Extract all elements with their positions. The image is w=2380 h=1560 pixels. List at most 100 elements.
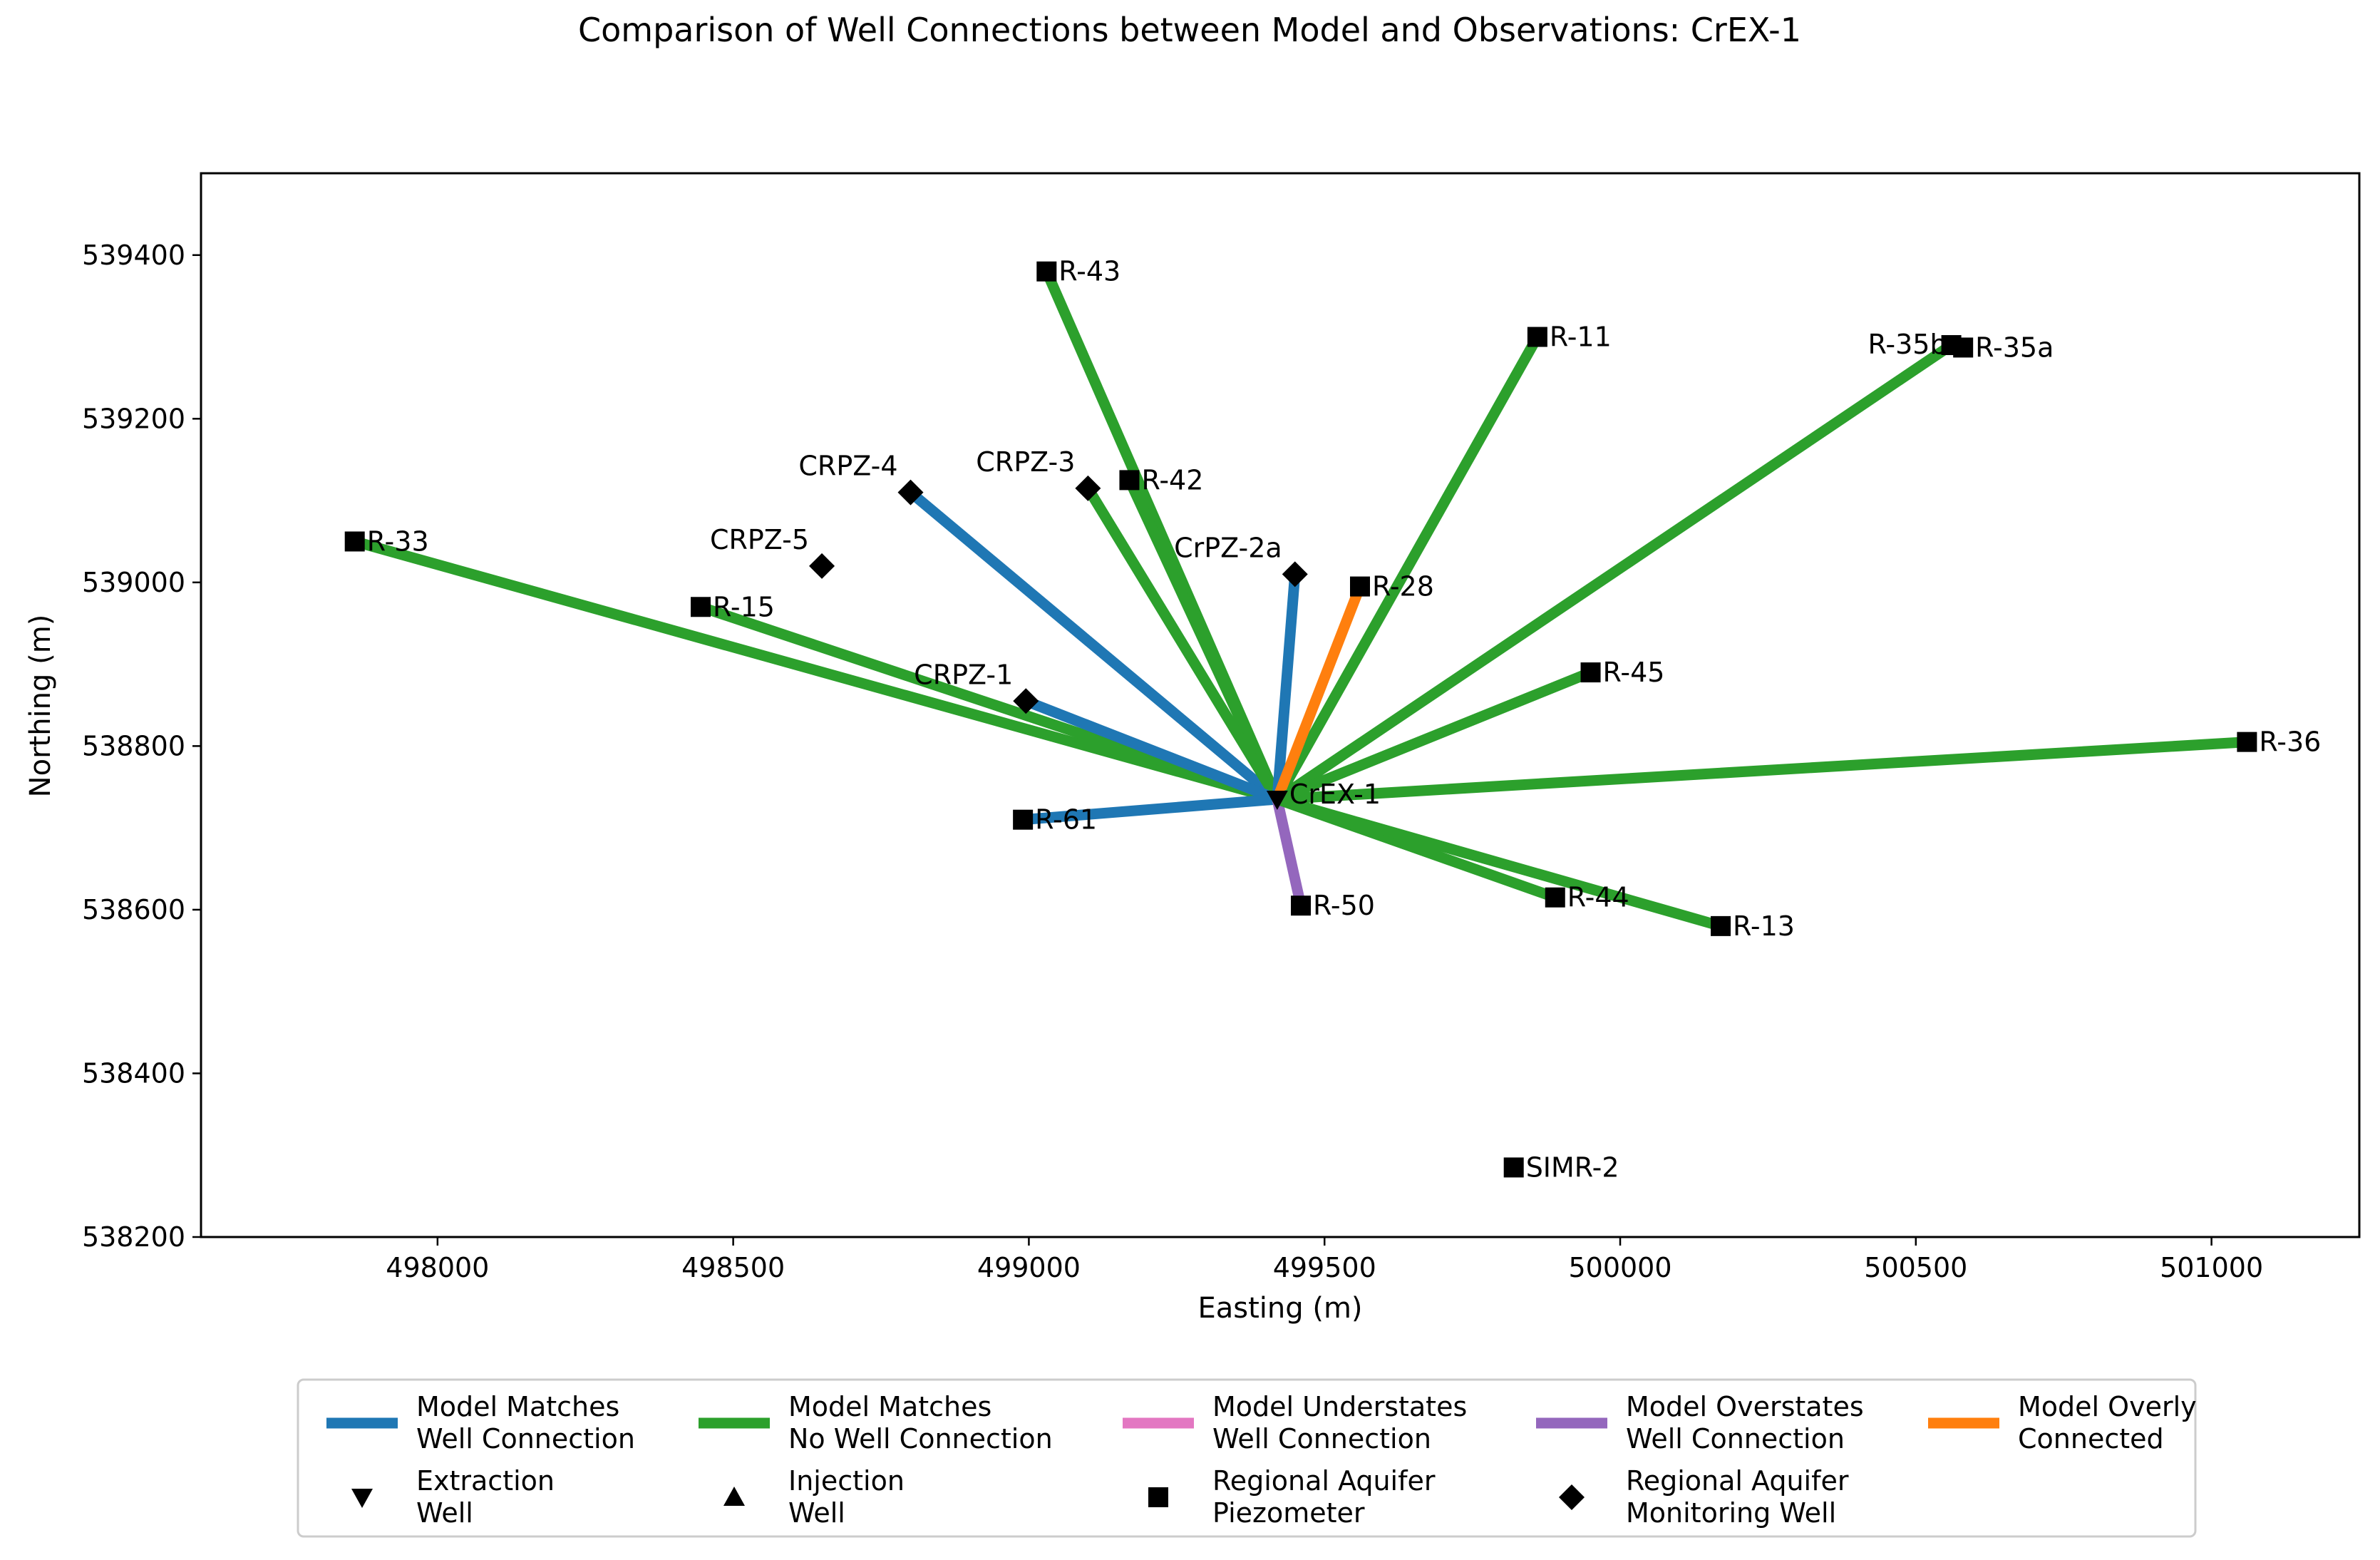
well-label-r-11: R-11 <box>1550 322 1612 353</box>
well-label-r-35b: R-35b <box>1868 329 1947 360</box>
well-marker-r-33 <box>344 531 365 552</box>
well-label-r-15: R-15 <box>713 591 775 622</box>
legend-label-line1: Regional Aquifer <box>1626 1465 1849 1497</box>
legend-label-line2: Well <box>788 1497 845 1529</box>
well-marker-r-13 <box>1711 915 1731 936</box>
legend-label-line2: Connected <box>2018 1423 2164 1454</box>
well-label-r-36: R-36 <box>2259 727 2321 758</box>
well-label-r-35a: R-35a <box>1975 332 2054 363</box>
well-marker-r-44 <box>1545 887 1565 908</box>
well-marker-r-35a <box>1953 337 1974 358</box>
legend-label-line2: Piezometer <box>1212 1497 1365 1529</box>
well-marker-crpz-4 <box>897 479 924 506</box>
well-label-r-50: R-50 <box>1313 890 1375 921</box>
well-marker-crpz-2a <box>1282 561 1308 587</box>
well-marker-crpz-1 <box>1013 688 1039 714</box>
connection-line-r-50 <box>1272 798 1307 907</box>
legend-label-line1: Model Matches <box>416 1391 619 1422</box>
well-label-crpz-1: CRPZ-1 <box>914 659 1013 690</box>
well-label-crpz-3: CRPZ-3 <box>976 446 1075 478</box>
connection-line-r-13 <box>1275 794 1723 932</box>
legend-symbol <box>351 1489 373 1508</box>
legend-label-line2: Well Connection <box>1626 1423 1845 1454</box>
legend-label-line2: Well Connection <box>1212 1423 1431 1454</box>
y-tick-label: 538800 <box>82 730 185 761</box>
y-tick-label: 539200 <box>82 403 185 434</box>
well-label-r-61: R-61 <box>1035 804 1097 836</box>
connection-line-crpz-4 <box>907 488 1281 804</box>
well-label-r-42: R-42 <box>1141 464 1203 496</box>
y-tick-label: 538200 <box>82 1221 185 1253</box>
well-marker-simr-2 <box>1503 1157 1524 1178</box>
x-axis-label: Easting (m) <box>1197 1292 1362 1325</box>
connection-line-r-61 <box>1022 794 1278 826</box>
x-tick-label: 499000 <box>977 1252 1081 1283</box>
well-label-r-45: R-45 <box>1603 657 1665 688</box>
x-tick-label: 498500 <box>681 1252 785 1283</box>
legend-label-line1: Model Overly <box>2018 1391 2197 1422</box>
well-marker-crpz-5 <box>809 553 835 579</box>
well-label-r-33: R-33 <box>367 525 429 557</box>
legend-label-line1: Regional Aquifer <box>1212 1465 1436 1497</box>
well-label-crpz-5: CRPZ-5 <box>710 524 809 555</box>
connection-line-r-36 <box>1277 737 2247 805</box>
legend-label-line1: Extraction <box>416 1465 555 1497</box>
well-marker-r-43 <box>1036 261 1057 282</box>
legend-label-line1: Injection <box>788 1465 905 1497</box>
chart-title: Comparison of Well Connections between M… <box>578 11 1801 49</box>
legend-label-line1: Model Matches <box>788 1391 991 1422</box>
well-marker-r-50 <box>1291 896 1312 916</box>
connection-line-crpz-1 <box>1024 696 1279 804</box>
y-tick-label: 539000 <box>82 567 185 598</box>
plot-area: 498000 498500 499000 499500 500000 500500 5010… <box>82 172 2361 1283</box>
legend-symbol <box>1148 1487 1168 1507</box>
well-marker-r-42 <box>1119 470 1140 491</box>
well-marker-crpz-3 <box>1075 475 1101 501</box>
well-label-r-43: R-43 <box>1058 256 1121 287</box>
well-label-r-28: R-28 <box>1372 571 1434 602</box>
y-tick-label: 538400 <box>82 1057 185 1089</box>
connection-line-crpz-2a <box>1272 573 1301 800</box>
y-tick-label: 538600 <box>82 894 185 925</box>
legend-label-line1: Model Overstates <box>1626 1391 1864 1422</box>
legend-label-line2: Monitoring Well <box>1626 1497 1836 1529</box>
legend-label-line2: Well Connection <box>416 1423 635 1454</box>
well-label-simr-2: SIMR-2 <box>1526 1151 1619 1183</box>
x-tick-label: 498000 <box>386 1252 489 1283</box>
connection-line-crpz-3 <box>1083 485 1282 802</box>
legend-label-line2: Well <box>416 1497 473 1529</box>
connection-line-r-45 <box>1275 667 1593 804</box>
legend-symbol <box>1559 1484 1585 1510</box>
well-label-crpz-4: CRPZ-4 <box>798 451 897 482</box>
y-tick-label: 539400 <box>82 240 185 271</box>
legend-label-line1: Model Understates <box>1212 1391 1467 1422</box>
connection-line-r-33 <box>353 536 1279 805</box>
center-well-label: CrEX-1 <box>1289 779 1381 810</box>
well-marker-r-45 <box>1580 662 1601 683</box>
connection-line-r-11 <box>1272 334 1542 802</box>
legend-label-line2: No Well Connection <box>788 1423 1053 1454</box>
well-marker-r-61 <box>1013 809 1034 830</box>
x-tick-label: 501000 <box>2160 1252 2263 1283</box>
well-marker-r-36 <box>2237 732 2257 752</box>
axes-frame <box>200 172 2361 1238</box>
legend-box <box>297 1378 2197 1538</box>
legend-symbol <box>723 1487 745 1506</box>
connection-line-r-35b <box>1274 340 1954 804</box>
well-label-r-13: R-13 <box>1733 910 1795 942</box>
connection-line-r-28 <box>1272 584 1365 801</box>
x-tick-label: 500500 <box>1864 1252 1967 1283</box>
connection-line-r-42 <box>1124 478 1282 802</box>
well-marker-r-15 <box>691 597 711 617</box>
